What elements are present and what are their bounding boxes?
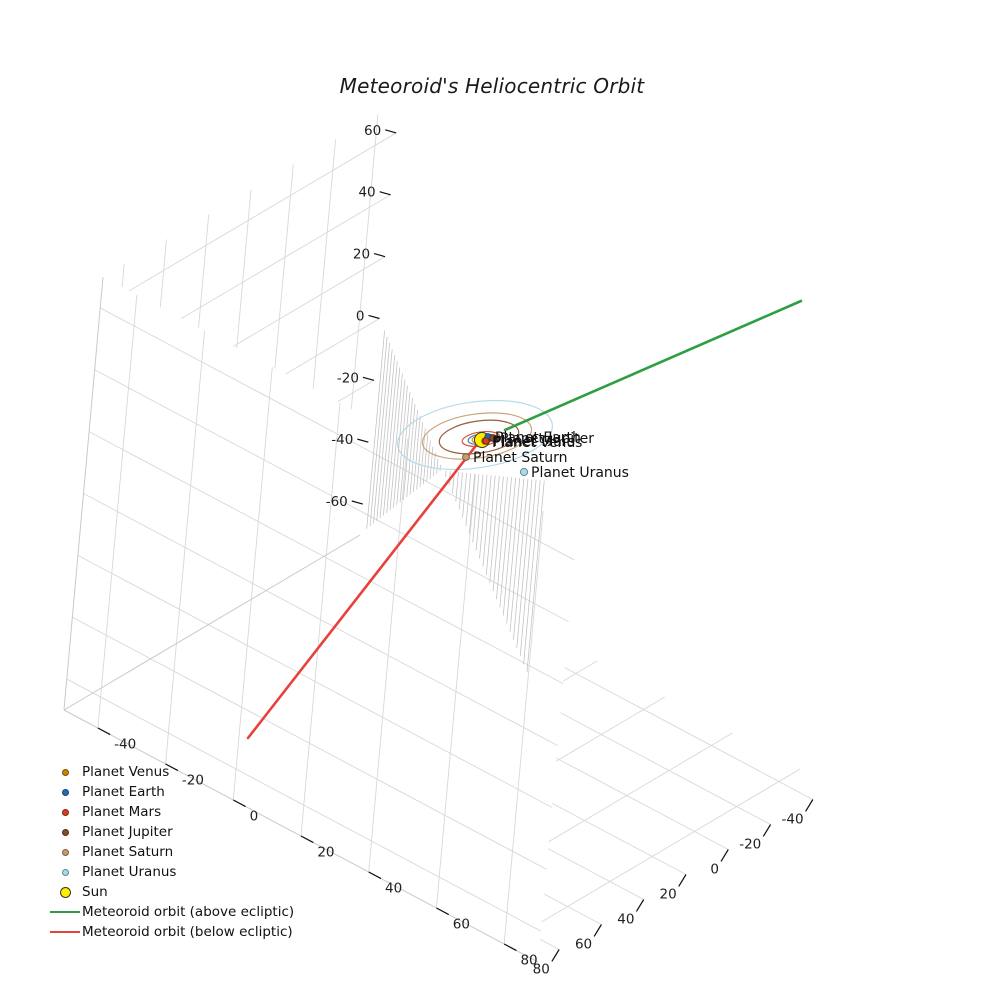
legend-item[interactable]: Meteoroid orbit (above ecliptic): [48, 902, 368, 922]
legend-label: Planet Mars: [82, 804, 162, 820]
legend-marker-icon: [61, 828, 69, 836]
label-earth: Planet Earth: [495, 430, 581, 446]
tick-label: 60: [453, 917, 470, 933]
legend-marker-icon: [61, 768, 69, 776]
legend-swatch: [48, 931, 82, 933]
legend-item[interactable]: Planet Jupiter: [48, 822, 368, 842]
orbit-ring: [421, 412, 533, 460]
tick-label: 40: [385, 881, 402, 897]
body-marker[interactable]: [489, 434, 497, 442]
tick-label: 80: [533, 961, 550, 977]
tick-label: 60: [364, 123, 381, 139]
axis-ticks: 60 40 20 0 -20 -40 -60 -40 -20 0 20 40 60 80 -40 -20 0 20…: [97, 123, 814, 977]
body-marker[interactable]: [462, 453, 470, 461]
tick-label: -40: [782, 811, 804, 827]
orbit-ring: [438, 419, 520, 455]
legend-item[interactable]: Sun: [48, 882, 368, 902]
legend-swatch: [48, 911, 82, 913]
trajectory-line[interactable]: [246, 441, 480, 740]
legend-swatch: [48, 886, 82, 898]
tick-label: 80: [520, 953, 537, 969]
tick-label: 60: [575, 936, 592, 952]
legend-label: Planet Earth: [82, 784, 165, 800]
legend-item[interactable]: Planet Venus: [48, 762, 368, 782]
tick-label: -20: [739, 836, 761, 852]
tick-label: 20: [317, 845, 334, 861]
tick-label: 40: [358, 185, 375, 201]
tick-label: 20: [353, 247, 370, 263]
grid-lines: [63, 102, 834, 963]
body-marker[interactable]: [482, 437, 490, 445]
legend-swatch: [48, 788, 82, 796]
page-title: Meteoroid's Heliocentric Orbit: [339, 74, 645, 98]
legend-item[interactable]: Planet Earth: [48, 782, 368, 802]
legend-label: Meteoroid orbit (above ecliptic): [82, 904, 295, 920]
legend-swatch: [48, 868, 82, 876]
legend-line-icon: [50, 931, 80, 933]
legend-item[interactable]: Planet Mars: [48, 802, 368, 822]
stem-lines: [366, 330, 545, 673]
legend-label: Planet Saturn: [82, 844, 174, 860]
legend-marker-icon: [61, 808, 69, 816]
legend-label: Planet Jupiter: [82, 824, 173, 840]
legend-item[interactable]: Meteoroid orbit (below ecliptic): [48, 922, 368, 942]
tick-label: -20: [182, 773, 204, 789]
legend-swatch: [48, 848, 82, 856]
tick-label: 0: [710, 861, 719, 877]
legend-label: Meteoroid orbit (below ecliptic): [82, 924, 293, 940]
legend-line-icon: [50, 911, 80, 913]
body-markers[interactable]: [462, 432, 529, 477]
legend-marker-icon: [61, 788, 69, 796]
tick-label: -40: [331, 432, 353, 448]
tick-label: 40: [617, 911, 634, 927]
legend-label: Sun: [82, 884, 108, 900]
tick-label: 20: [660, 886, 677, 902]
legend-swatch: [48, 808, 82, 816]
trajectory-line[interactable]: [503, 299, 803, 432]
label-venus: Planet Venus: [492, 435, 582, 451]
legend-marker-icon: [61, 868, 69, 876]
tick-label: 0: [356, 308, 365, 324]
legend: Planet Venus Planet Earth Planet Mars Plane…: [48, 762, 368, 942]
tick-label: -20: [337, 370, 359, 386]
legend-label: Planet Uranus: [82, 864, 177, 880]
tick-label: 0: [250, 809, 259, 825]
tick-label: -40: [114, 737, 136, 753]
orbit-ring: [397, 399, 553, 471]
body-marker[interactable]: [519, 467, 529, 477]
label-saturn: Planet Saturn: [473, 450, 568, 466]
legend-item[interactable]: Planet Uranus: [48, 862, 368, 882]
tick-label: -60: [326, 494, 348, 510]
label-uranus: Planet Uranus: [531, 465, 629, 481]
label-jupiter: Planet Jupiter: [500, 431, 594, 447]
meteoroid-trajectory[interactable]: [246, 299, 803, 740]
legend-marker-icon: [61, 848, 69, 856]
legend-swatch: [48, 828, 82, 836]
legend-swatch: [48, 768, 82, 776]
legend-item[interactable]: Planet Saturn: [48, 842, 368, 862]
legend-marker-icon: [59, 886, 71, 898]
label-mars: Planet Mars: [493, 434, 575, 450]
legend-label: Planet Venus: [82, 764, 170, 780]
